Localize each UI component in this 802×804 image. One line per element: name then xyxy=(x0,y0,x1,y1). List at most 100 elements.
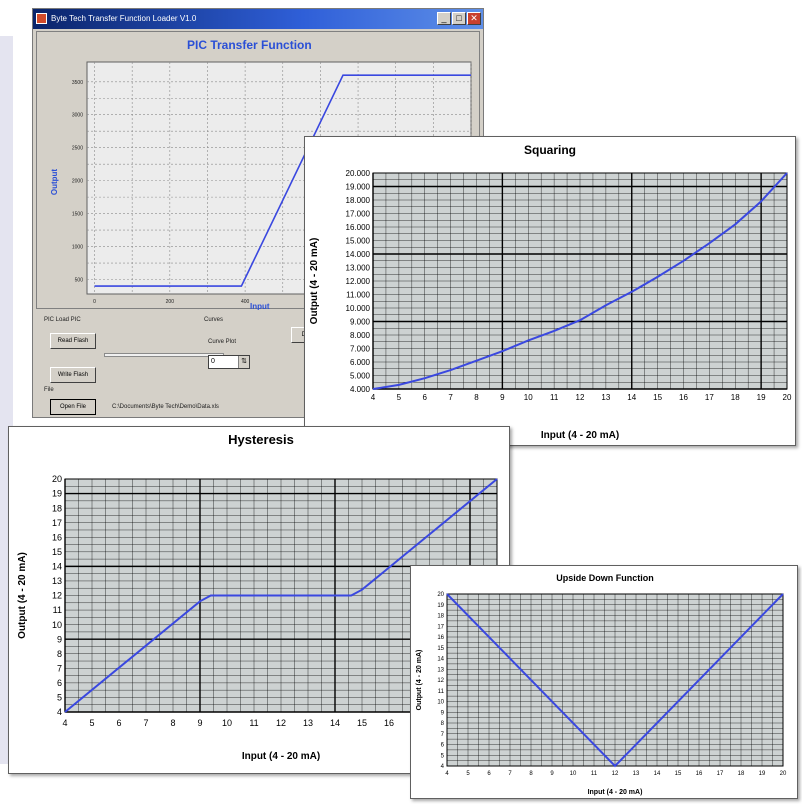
x-tick-label: 6 xyxy=(487,771,491,777)
x-tick-label: 20 xyxy=(780,771,787,777)
y-tick-label: 20.000 xyxy=(346,169,371,178)
window-titlebar[interactable]: Byte Tech Transfer Function Loader V1.0 … xyxy=(33,9,483,29)
y-tick-label: 10.000 xyxy=(346,304,371,313)
close-button[interactable]: ✕ xyxy=(467,12,481,25)
chart-title: Squaring xyxy=(524,143,576,157)
y-tick-label: 16 xyxy=(437,635,444,641)
x-tick-label: 14 xyxy=(330,718,340,728)
y-tick-label: 1500 xyxy=(72,212,83,218)
y-tick-label: 15 xyxy=(437,646,444,652)
write-flash-button[interactable]: Write Flash xyxy=(50,367,96,383)
minimize-button[interactable]: _ xyxy=(437,12,451,25)
curve-plot-value: 0 xyxy=(211,358,215,365)
y-axis-label: Output xyxy=(50,169,59,196)
y-tick-label: 4 xyxy=(57,707,62,717)
x-tick-label: 20 xyxy=(783,393,792,402)
x-tick-label: 19 xyxy=(757,393,766,402)
file-section-label: File xyxy=(44,387,54,393)
y-tick-label: 12 xyxy=(437,678,444,684)
y-tick-label: 18.000 xyxy=(346,196,371,205)
x-tick-label: 400 xyxy=(241,299,250,305)
y-tick-label: 13.000 xyxy=(346,263,371,272)
y-tick-label: 17.000 xyxy=(346,209,371,218)
x-tick-label: 13 xyxy=(303,718,313,728)
y-tick-label: 20 xyxy=(437,592,444,598)
y-tick-label: 14.000 xyxy=(346,250,371,259)
x-tick-label: 200 xyxy=(166,299,175,305)
series-line xyxy=(446,593,784,768)
y-tick-label: 9 xyxy=(441,710,445,716)
x-axis-label: Input (4 - 20 mA) xyxy=(588,789,643,796)
y-tick-label: 9.000 xyxy=(350,317,371,326)
x-tick-label: 10 xyxy=(570,771,577,777)
x-tick-label: 4 xyxy=(371,393,376,402)
progress-slider[interactable] xyxy=(104,353,224,357)
x-axis-label: Input (4 - 20 mA) xyxy=(541,430,619,441)
y-tick-label: 5.000 xyxy=(350,371,371,380)
x-tick-label: 11 xyxy=(550,393,559,402)
y-tick-label: 6 xyxy=(57,678,62,688)
x-tick-label: 18 xyxy=(731,393,740,402)
x-tick-label: 4 xyxy=(62,718,67,728)
y-axis-label: Output (4 - 20 mA) xyxy=(309,238,320,325)
y-tick-label: 7 xyxy=(57,663,62,673)
y-tick-label: 6.000 xyxy=(350,358,371,367)
x-tick-label: 15 xyxy=(675,771,682,777)
x-tick-label: 17 xyxy=(705,393,714,402)
x-tick-label: 15 xyxy=(357,718,367,728)
x-tick-label: 5 xyxy=(397,393,402,402)
read-flash-button[interactable]: Read Flash xyxy=(50,333,96,349)
y-tick-label: 8 xyxy=(57,649,62,659)
y-tick-label: 4.000 xyxy=(350,385,371,394)
y-tick-label: 19.000 xyxy=(346,182,371,191)
x-tick-label: 9 xyxy=(550,771,554,777)
maximize-button[interactable]: □ xyxy=(452,12,466,25)
upside-down-chart: Upside Down Function 4 5 6 7 8 9 10 11 12 13 14 15 16… xyxy=(416,573,787,796)
y-axis-label: Output (4 - 20 mA) xyxy=(17,552,28,639)
y-tick-label: 9 xyxy=(57,634,62,644)
file-path-text: C:\Documents\Byte Tech\Demo\Data.xls xyxy=(112,404,219,410)
y-tick-label: 8.000 xyxy=(350,331,371,340)
spin-arrows-icon[interactable]: ⇅ xyxy=(238,356,249,368)
x-tick-label: 9 xyxy=(197,718,202,728)
x-tick-label: 5 xyxy=(466,771,470,777)
y-tick-label: 13 xyxy=(52,576,62,586)
x-tick-label: 10 xyxy=(524,393,533,402)
x-tick-label: 11 xyxy=(591,771,598,777)
x-tick-label: 5 xyxy=(89,718,94,728)
y-tick-label: 11 xyxy=(438,689,445,695)
open-file-button[interactable]: Open File xyxy=(50,399,96,415)
squaring-chart-card: Squaring 4 5 6 7 8 9 10 11 12 13 14 15 16 17 18 19 20 4.00… xyxy=(304,136,796,446)
y-tick-label: 16 xyxy=(52,532,62,542)
x-tick-label: 9 xyxy=(500,393,505,402)
y-tick-label: 500 xyxy=(75,278,84,284)
x-tick-label: 7 xyxy=(448,393,453,402)
curve-plot-spinner[interactable]: 0 ⇅ xyxy=(208,355,250,369)
y-tick-label: 16.000 xyxy=(346,223,371,232)
y-tick-label: 8 xyxy=(441,721,445,727)
app-icon xyxy=(36,13,47,24)
y-tick-label: 17 xyxy=(437,624,444,630)
y-tick-label: 14 xyxy=(52,562,62,572)
y-tick-label: 6 xyxy=(441,743,445,749)
y-tick-label: 7 xyxy=(441,732,445,738)
y-tick-label: 5 xyxy=(57,693,62,703)
series-line xyxy=(372,172,788,390)
pic-section-label: PIC Load PIC xyxy=(44,317,81,323)
y-tick-label: 19 xyxy=(437,603,444,609)
x-tick-label: 16 xyxy=(384,718,394,728)
upside-down-chart-card: Upside Down Function 4 5 6 7 8 9 10 11 12 13 14 15 16… xyxy=(410,565,798,799)
y-tick-label: 20 xyxy=(52,474,62,484)
x-tick-label: 11 xyxy=(249,718,258,728)
x-tick-label: 0 xyxy=(93,299,96,305)
chart-title: PIC Transfer Function xyxy=(187,38,312,52)
x-axis-label: Input (4 - 20 mA) xyxy=(242,751,320,762)
x-tick-label: 8 xyxy=(529,771,533,777)
y-tick-label: 11.000 xyxy=(346,290,370,299)
x-tick-label: 12 xyxy=(576,393,585,402)
y-tick-label: 11 xyxy=(53,605,62,615)
y-tick-label: 10 xyxy=(437,700,444,706)
x-tick-label: 8 xyxy=(170,718,175,728)
y-tick-label: 17 xyxy=(52,518,62,528)
curves-section-label: Curves xyxy=(204,317,224,323)
